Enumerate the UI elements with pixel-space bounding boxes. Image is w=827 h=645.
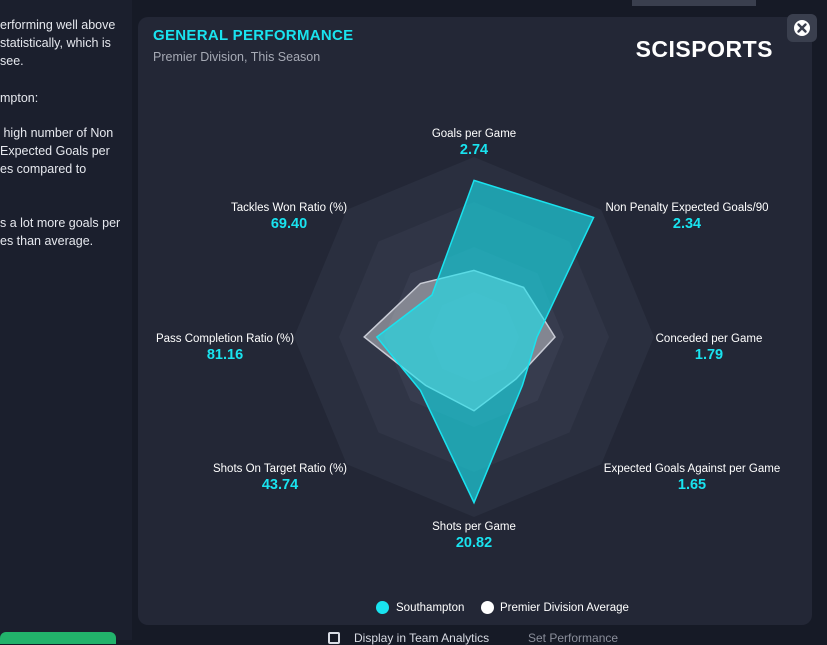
analysis-line: s a lot more goals per [0, 216, 121, 230]
header-strip [632, 0, 756, 6]
axis-value: 1.79 [694, 347, 724, 363]
axis-value: 81.16 [206, 347, 244, 363]
legend-team-dot [376, 601, 389, 614]
analysis-line: statistically, which is [0, 36, 111, 50]
analysis-line: mpton: [0, 91, 39, 105]
axis-value: 69.40 [270, 216, 308, 232]
axis-value: 2.74 [459, 142, 489, 158]
axis-label-shots-on-target: Shots On Target Ratio (%) 43.74 [213, 463, 347, 493]
axis-label-goals-per-game: Goals per Game 2.74 [432, 128, 516, 158]
axis-value: 20.82 [455, 535, 493, 551]
axis-name: Pass Completion Ratio (%) [155, 333, 295, 345]
close-button[interactable] [787, 14, 817, 42]
axis-value: 1.65 [677, 477, 707, 493]
legend-team-label: Southampton [396, 602, 465, 614]
axis-label-conceded: Conceded per Game 1.79 [656, 333, 763, 363]
panel-title: GENERAL PERFORMANCE [153, 27, 354, 44]
axis-label-xga: Expected Goals Against per Game 1.65 [604, 463, 780, 493]
axis-value: 43.74 [261, 477, 299, 493]
axis-name: Tackles Won Ratio (%) [230, 202, 348, 214]
axis-name: Expected Goals Against per Game [603, 463, 781, 475]
axis-label-pass-completion: Pass Completion Ratio (%) 81.16 [156, 333, 294, 363]
legend-average-label: Premier Division Average [500, 602, 629, 614]
axis-name: Conceded per Game [655, 333, 763, 345]
axis-name: Shots On Target Ratio (%) [212, 463, 348, 475]
analysis-line: es than average. [0, 234, 94, 248]
analysis-line: Expected Goals per [0, 144, 110, 158]
scisports-logo: SCISPORTS [635, 36, 773, 62]
axis-name: Shots per Game [432, 521, 516, 533]
axis-name: Goals per Game [431, 128, 517, 140]
axis-label-tackles: Tackles Won Ratio (%) 69.40 [231, 202, 347, 232]
analysis-line: see. [0, 54, 24, 68]
analysis-line: high number of Non [0, 126, 114, 140]
analysis-line: erforming well above [0, 18, 116, 32]
panel-subtitle: Premier Division, This Season [153, 50, 321, 64]
close-x-glyph [797, 23, 807, 33]
axis-label-npxg: Non Penalty Expected Goals/90 2.34 [605, 202, 768, 232]
analysis-line: es compared to [0, 162, 87, 176]
axis-label-shots: Shots per Game 20.82 [432, 521, 516, 551]
axis-name: Non Penalty Expected Goals/90 [605, 202, 769, 214]
team-series-area [375, 179, 595, 505]
analysis-text-panel: erforming well above statistically, whic… [0, 0, 132, 640]
axis-value: 2.34 [672, 216, 702, 232]
legend-average-dot [481, 601, 494, 614]
